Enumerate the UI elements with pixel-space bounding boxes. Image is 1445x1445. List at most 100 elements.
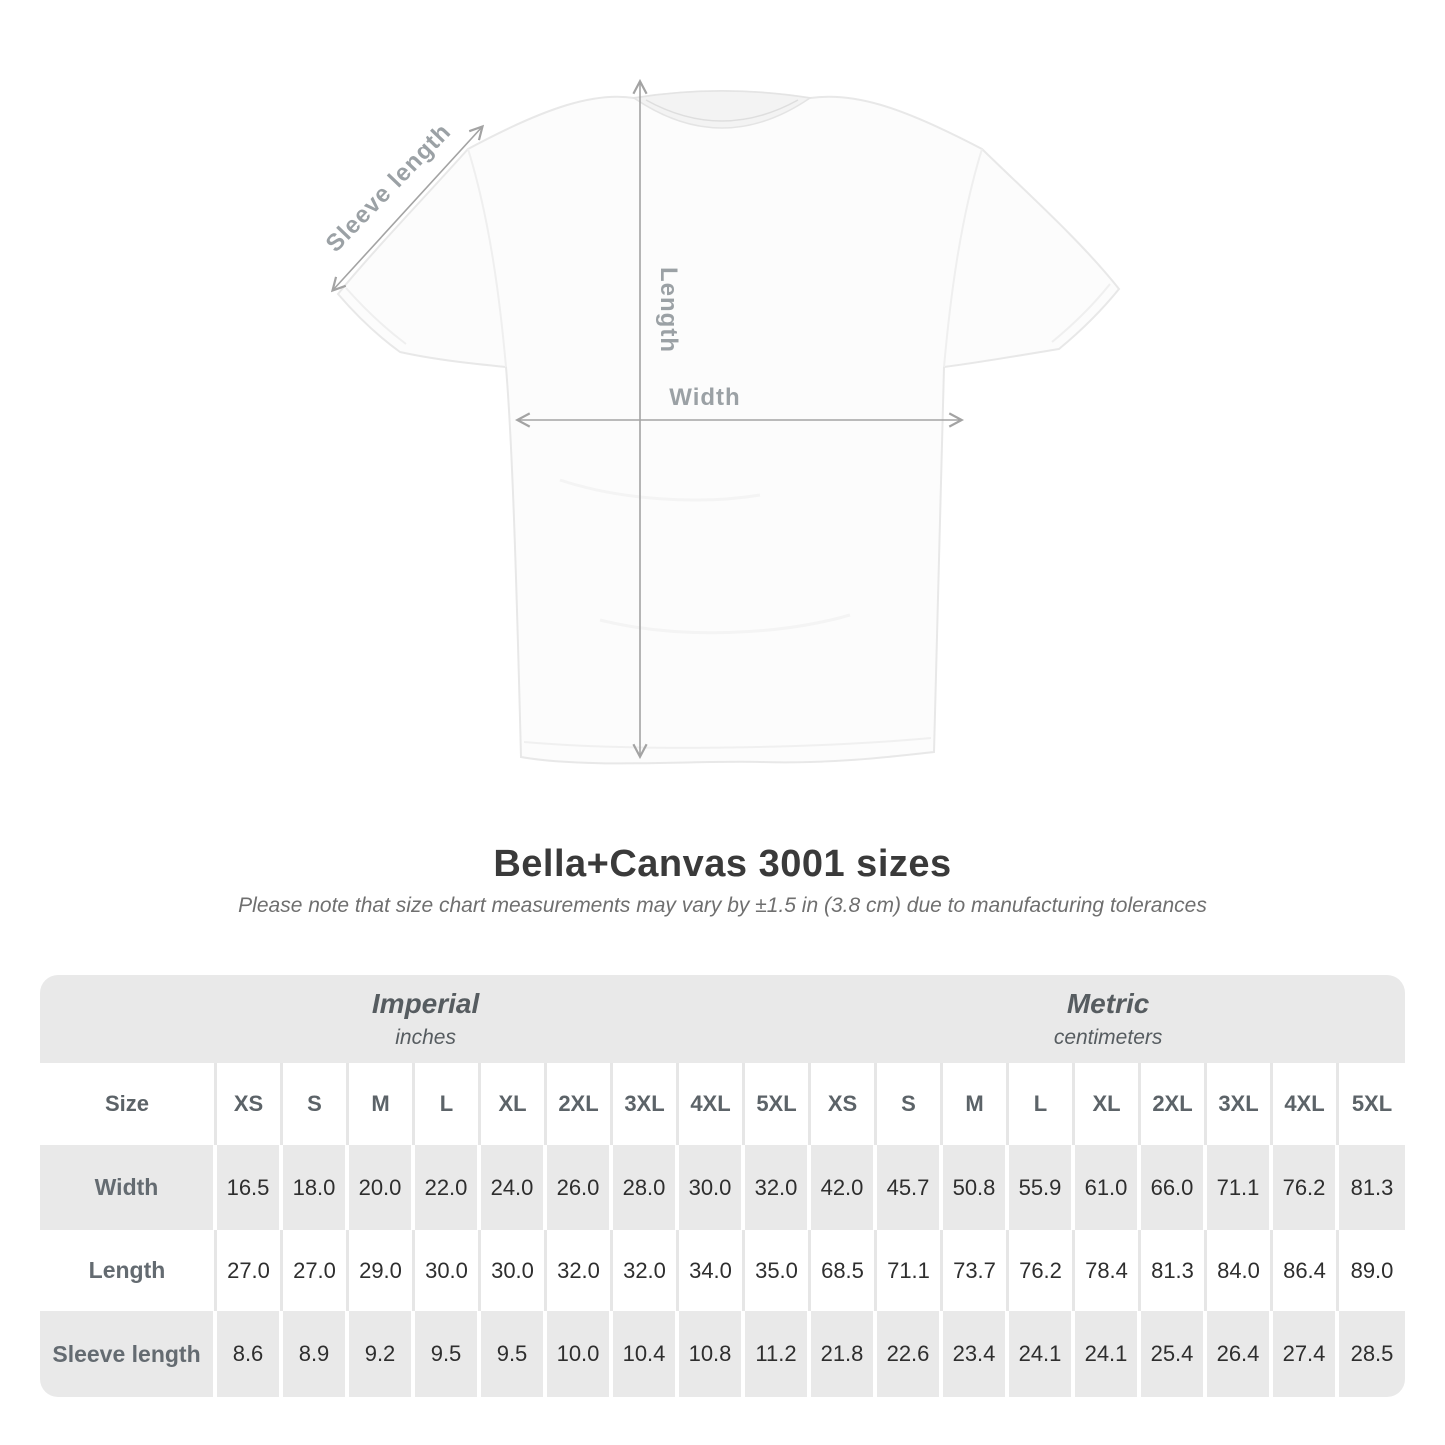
collar-ribbing — [645, 99, 799, 122]
value-cell: 32.0 — [745, 1145, 811, 1230]
value-cell: 35.0 — [745, 1230, 811, 1311]
value-cell: 10.4 — [613, 1311, 679, 1397]
value-cell: 26.4 — [1207, 1311, 1273, 1397]
value-cell: 50.8 — [943, 1145, 1009, 1230]
units-header-row: Imperial inches Metric centimeters — [40, 975, 1405, 1063]
size-cell: 3XL — [1207, 1063, 1273, 1145]
imperial-unit: inches — [395, 1025, 456, 1049]
size-cell: XS — [811, 1063, 877, 1145]
size-cell: L — [415, 1063, 481, 1145]
value-cell: 18.0 — [283, 1145, 349, 1230]
value-cell: 30.0 — [415, 1230, 481, 1311]
size-cell: 2XL — [1141, 1063, 1207, 1145]
value-cell: 16.5 — [217, 1145, 283, 1230]
value-cell: 8.6 — [217, 1311, 283, 1397]
value-cell: 76.2 — [1273, 1145, 1339, 1230]
value-cell: 55.9 — [1009, 1145, 1075, 1230]
size-column-header: Size — [40, 1063, 217, 1145]
size-cell: M — [349, 1063, 415, 1145]
value-cell: 81.3 — [1339, 1145, 1405, 1230]
width-row: Width 16.5 18.0 20.0 22.0 24.0 26.0 28.0… — [40, 1145, 1405, 1230]
value-cell: 21.8 — [811, 1311, 877, 1397]
size-cell: L — [1009, 1063, 1075, 1145]
tshirt-outline — [336, 90, 1121, 765]
value-cell: 73.7 — [943, 1230, 1009, 1311]
value-cell: 9.5 — [481, 1311, 547, 1397]
metric-unit: centimeters — [1053, 1025, 1163, 1049]
size-cell: 3XL — [613, 1063, 679, 1145]
value-cell: 24.0 — [481, 1145, 547, 1230]
sleeve-length-arrow — [333, 127, 482, 290]
length-row: Length 27.0 27.0 29.0 30.0 30.0 32.0 32.… — [40, 1230, 1405, 1311]
right-cuff-seam — [1051, 283, 1111, 343]
row-label: Sleeve length — [40, 1311, 217, 1397]
size-cell: S — [877, 1063, 943, 1145]
page-title: Bella+Canvas 3001 sizes — [493, 843, 952, 885]
size-cell: XL — [1075, 1063, 1141, 1145]
value-cell: 32.0 — [613, 1230, 679, 1311]
tshirt-measurement-diagram: Sleeve length Length Width — [321, 0, 1121, 765]
value-cell: 10.0 — [547, 1311, 613, 1397]
length-label: Length — [655, 267, 682, 353]
value-cell: 78.4 — [1075, 1230, 1141, 1311]
size-cell: 5XL — [745, 1063, 811, 1145]
value-cell: 9.2 — [349, 1311, 415, 1397]
value-cell: 27.0 — [283, 1230, 349, 1311]
value-cell: 9.5 — [415, 1311, 481, 1397]
value-cell: 10.8 — [679, 1311, 745, 1397]
value-cell: 45.7 — [877, 1145, 943, 1230]
size-chart-table: Imperial inches Metric centimeters Size … — [40, 975, 1405, 1397]
value-cell: 27.4 — [1273, 1311, 1339, 1397]
row-label: Width — [40, 1145, 217, 1230]
value-cell: 22.0 — [415, 1145, 481, 1230]
value-cell: 32.0 — [547, 1230, 613, 1311]
value-cell: 26.0 — [547, 1145, 613, 1230]
value-cell: 84.0 — [1207, 1230, 1273, 1311]
value-cell: 23.4 — [943, 1311, 1009, 1397]
value-cell: 86.4 — [1273, 1230, 1339, 1311]
value-cell: 29.0 — [349, 1230, 415, 1311]
imperial-title: Imperial — [371, 988, 480, 1020]
row-label: Length — [40, 1230, 217, 1311]
tolerance-note: Please note that size chart measurements… — [238, 894, 1207, 917]
fabric-wrinkle — [559, 478, 761, 502]
size-cell: XS — [217, 1063, 283, 1145]
value-cell: 89.0 — [1339, 1230, 1405, 1311]
size-cell: 4XL — [679, 1063, 745, 1145]
value-cell: 25.4 — [1141, 1311, 1207, 1397]
value-cell: 68.5 — [811, 1230, 877, 1311]
value-cell: 24.1 — [1075, 1311, 1141, 1397]
value-cell: 27.0 — [217, 1230, 283, 1311]
value-cell: 71.1 — [1207, 1145, 1273, 1230]
value-cell: 30.0 — [481, 1230, 547, 1311]
fabric-wrinkle — [599, 613, 851, 635]
metric-header: Metric centimeters — [811, 975, 1405, 1063]
value-cell: 8.9 — [283, 1311, 349, 1397]
value-cell: 24.1 — [1009, 1311, 1075, 1397]
size-cell: 5XL — [1339, 1063, 1405, 1145]
value-cell: 66.0 — [1141, 1145, 1207, 1230]
value-cell: 71.1 — [877, 1230, 943, 1311]
value-cell: 22.6 — [877, 1311, 943, 1397]
size-cell: 4XL — [1273, 1063, 1339, 1145]
metric-title: Metric — [1066, 988, 1150, 1020]
size-cell: 2XL — [547, 1063, 613, 1145]
size-cell: M — [943, 1063, 1009, 1145]
size-header-row: Size XS S M L XL 2XL 3XL 4XL 5XL XS S M … — [40, 1063, 1405, 1145]
value-cell: 30.0 — [679, 1145, 745, 1230]
value-cell: 76.2 — [1009, 1230, 1075, 1311]
value-cell: 34.0 — [679, 1230, 745, 1311]
value-cell: 28.0 — [613, 1145, 679, 1230]
width-label: Width — [669, 384, 740, 411]
size-cell: S — [283, 1063, 349, 1145]
value-cell: 81.3 — [1141, 1230, 1207, 1311]
left-cuff-seam — [345, 287, 407, 345]
value-cell: 20.0 — [349, 1145, 415, 1230]
imperial-header: Imperial inches — [40, 975, 811, 1063]
value-cell: 42.0 — [811, 1145, 877, 1230]
size-cell: XL — [481, 1063, 547, 1145]
sleeve-length-row: Sleeve length 8.6 8.9 9.2 9.5 9.5 10.0 1… — [40, 1311, 1405, 1397]
value-cell: 61.0 — [1075, 1145, 1141, 1230]
right-sleeve-seam — [943, 148, 983, 368]
